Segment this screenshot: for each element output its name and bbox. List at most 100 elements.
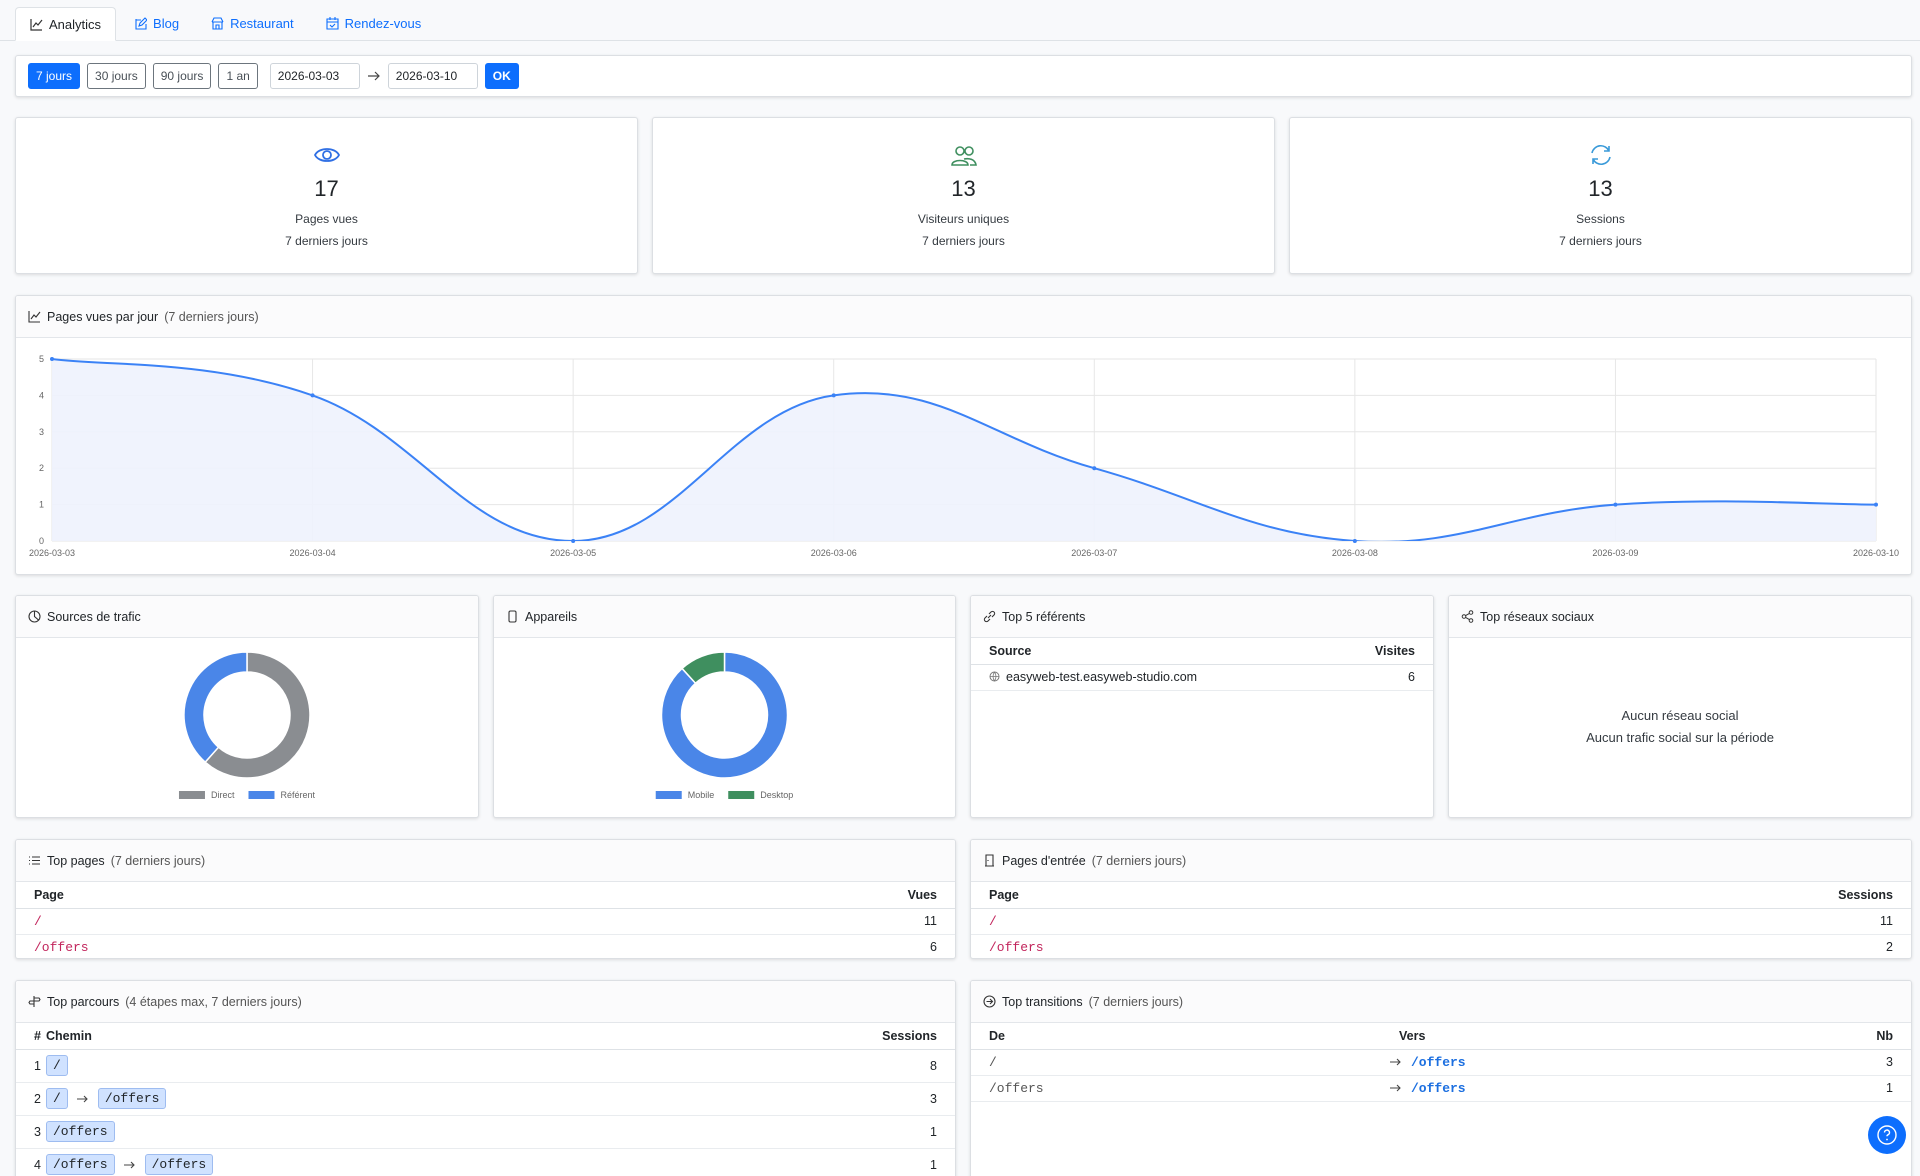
column-header: Chemin (46, 1023, 656, 1050)
tab[interactable]: Analytics (15, 7, 117, 41)
tab[interactable]: Blog (120, 6, 193, 40)
stat-value: 13 (951, 176, 976, 201)
y-tick-label: 2 (39, 463, 44, 473)
arrow-shape (1390, 1058, 1401, 1066)
point (831, 393, 836, 398)
stat-card: 17 Pages vues 7 derniers jours (15, 117, 638, 274)
date-input[interactable]: 2026-03-10 (387, 63, 478, 89)
column-header: # (16, 1023, 46, 1050)
entry-pages-table: Page Sessions /11 /offers 2 (971, 882, 1911, 958)
point (1874, 502, 1878, 507)
x-tick-label: 2026-03-09 (1592, 548, 1638, 558)
referrers-card: Top 5 référents Source Visites easyweb-te… (970, 595, 1434, 818)
legend: Mobile Desktop (655, 790, 793, 800)
column-header: Page (16, 882, 562, 909)
x-tick-label: 2026-03-08 (1332, 548, 1378, 558)
legend: Direct Référent (178, 790, 316, 800)
top-pages-table: Page Vues /11 /offers 6 (16, 882, 955, 958)
y-tick-label: 4 (39, 390, 44, 400)
card-header: Pages d'entrée (7 derniers jours) (971, 840, 1911, 882)
range-button[interactable]: 7 jours (28, 63, 81, 89)
range-button[interactable]: 30 jours (87, 63, 146, 89)
column-header: Page (971, 882, 1441, 909)
icon (28, 996, 41, 1007)
x-tick-label: 2026-03-03 (29, 548, 75, 558)
cell: 6 (561, 934, 955, 958)
point (1092, 466, 1097, 471)
card-header: Appareils (494, 596, 955, 638)
arrow-shape (76, 1095, 88, 1102)
cell: 3 (16, 1115, 46, 1149)
column-header: Visites (1323, 638, 1433, 665)
card-title: Pages vues par jour (47, 309, 159, 324)
stat-value: 17 (314, 176, 339, 201)
arrow-icon (1390, 1058, 1401, 1066)
card-subtitle: (7 derniers jours) (1091, 853, 1187, 868)
card-title: Appareils (525, 609, 578, 624)
stat-label: Sessions (1576, 212, 1625, 226)
y-tick-label: 5 (39, 354, 44, 364)
cell: /offers (1381, 1049, 1732, 1076)
icon (28, 610, 41, 623)
legend-swatch (655, 791, 682, 799)
path-step: /offers (144, 1154, 214, 1175)
icon (508, 610, 517, 623)
card-subtitle: (7 derniers jours) (110, 853, 206, 868)
submit-button[interactable]: OK (484, 63, 519, 89)
cell: / (16, 908, 562, 935)
cell: easyweb-test.easyweb-studio.com (971, 664, 1324, 691)
social-card: Top réseaux sociaux Aucun réseau social … (1448, 595, 1912, 818)
date-input[interactable]: 2026-03-03 (269, 63, 360, 89)
help-button[interactable] (1867, 1115, 1907, 1155)
donut-card: Sources de trafic Direct Référent (15, 595, 479, 818)
card-header: Top pages (7 derniers jours) (16, 840, 955, 882)
path-step: /offers (46, 1121, 115, 1142)
cell: / (971, 908, 1441, 935)
card-title: Top parcours (47, 994, 120, 1009)
icon (326, 16, 339, 30)
paths-card: Top parcours (4 étapes max, 7 derniers jo… (15, 980, 956, 1176)
cell: 2 (16, 1082, 46, 1116)
card-title: Top 5 référents (1002, 609, 1086, 624)
range-button[interactable]: 90 jours (152, 63, 212, 89)
icon (211, 16, 224, 30)
cell: 1 (16, 1049, 46, 1083)
card-subtitle: (7 derniers jours) (164, 309, 259, 324)
transition-target: /offers (1411, 1080, 1466, 1096)
card-title: Sources de trafic (47, 609, 141, 624)
path-step: / (46, 1088, 68, 1109)
x-tick-label: 2026-03-04 (290, 548, 336, 558)
column-header: Vues (561, 882, 955, 909)
range-button[interactable]: 1 an (218, 63, 258, 89)
legend-swatch (248, 791, 275, 799)
y-tick-label: 1 (39, 500, 44, 510)
stat-card: 13 Visiteurs uniques 7 derniers jours (652, 117, 1275, 274)
path-step: / (46, 1055, 68, 1076)
filter-bar: 7 jours 30 jours 90 jours 1 an 2026-03-0… (15, 55, 1912, 97)
column-header: Source (971, 638, 1324, 665)
arrow-shape (123, 1161, 135, 1168)
card-title: Pages d'entrée (1002, 853, 1086, 868)
tab[interactable]: Restaurant (197, 6, 308, 40)
legend-swatch (728, 791, 755, 799)
point (1352, 539, 1357, 543)
cell: 8 (655, 1049, 955, 1083)
card-header: Top transitions (7 derniers jours) (971, 981, 1911, 1023)
card-title: Top réseaux sociaux (1480, 609, 1594, 624)
x-tick-label: 2026-03-10 (1853, 548, 1899, 558)
column-header: Sessions (655, 1023, 955, 1050)
donut-slice (680, 651, 726, 685)
globe-icon (989, 671, 1000, 682)
donut-chart: Direct Référent (178, 651, 316, 800)
transitions-card: Top transitions (7 derniers jours) De Vers… (970, 980, 1912, 1176)
cell: 1 (655, 1115, 955, 1149)
tab-label: Analytics (49, 16, 102, 32)
stat-sub: 7 derniers jours (922, 234, 1005, 248)
tab[interactable]: Rendez-vous (312, 6, 436, 40)
legend-label: Desktop (760, 790, 793, 800)
point (1613, 502, 1618, 507)
y-tick-label: 3 (39, 427, 44, 437)
legend-label: Mobile (688, 790, 715, 800)
donut-slice (204, 651, 311, 779)
